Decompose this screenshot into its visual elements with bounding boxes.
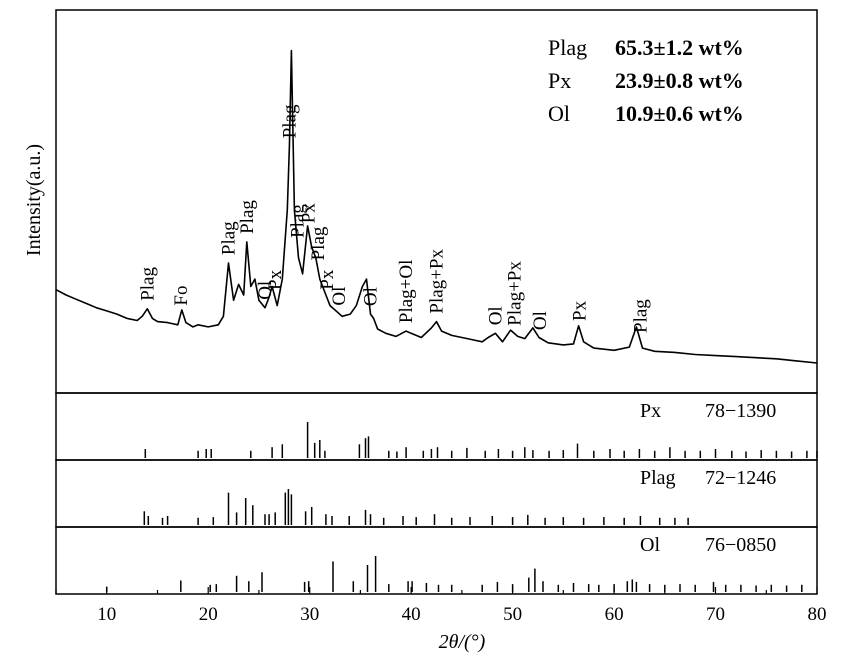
peak-label: Ol (485, 306, 506, 325)
y-axis-label: Intensity(a.u.) (23, 144, 45, 256)
peak-label: Plag (219, 221, 240, 255)
reference-panel-frame (55, 526, 818, 595)
legend-value-1: 65.3±1.2 wt% (615, 35, 744, 60)
reference-panel-px: Px 78−1390 (55, 392, 818, 461)
reference-phase-label: Px (640, 400, 661, 422)
reference-phase-label: Ol (640, 534, 660, 556)
legend-value-3: 10.9±0.6 wt% (615, 101, 744, 126)
x-tick-label: 40 (402, 604, 421, 625)
legend-phase-1: Plag (548, 35, 587, 60)
peak-label: Ol (255, 281, 276, 300)
reference-phase-label: Plag (640, 467, 676, 489)
peak-label: Plag (630, 299, 651, 333)
peak-label: Px (570, 300, 591, 321)
reference-panel-frame (55, 459, 818, 528)
legend-phase-3: Ol (548, 101, 570, 126)
x-axis-label: 2θ/(°) (439, 631, 486, 653)
peak-label: Ol (329, 287, 350, 306)
peak-label: Plag+Px (427, 249, 448, 314)
peak-label: Ol (530, 311, 551, 330)
reference-panel-ol: Ol 76−0850 (55, 526, 818, 595)
reference-panel-frame (55, 392, 818, 461)
peak-label: Px (299, 203, 320, 224)
legend-phase-2: Px (548, 68, 571, 93)
reference-card-label: 76−0850 (705, 534, 776, 556)
peak-label: Plag (288, 204, 309, 238)
legend-value-2: 23.9±0.8 wt% (615, 68, 744, 93)
x-axis: 10 20 30 40 50 60 70 80 (55, 587, 827, 625)
peak-label: Plag (308, 226, 329, 260)
x-tick-label: 50 (503, 604, 522, 625)
x-tick-label: 80 (808, 604, 827, 625)
x-tick-label: 10 (97, 604, 116, 625)
peak-label: Ol (361, 287, 382, 306)
reference-panels: Px 78−1390 Plag 72−1246 Ol 76−0850 (55, 392, 818, 595)
reference-panel-plag: Plag 72−1246 (55, 459, 818, 528)
x-tick-label: 20 (199, 604, 218, 625)
peak-label: Plag (137, 267, 158, 301)
peak-label: Plag+Px (505, 261, 526, 326)
x-tick-label: 30 (300, 604, 319, 625)
x-tick-label: 60 (605, 604, 624, 625)
peak-label: Plag (237, 200, 258, 234)
peak-label: Px (265, 269, 286, 290)
x-tick-label: 70 (706, 604, 725, 625)
peak-label: Plag+Ol (396, 260, 417, 324)
peak-label: Plag (279, 104, 300, 138)
reference-card-label: 78−1390 (705, 400, 776, 422)
peak-label: Fo (171, 286, 192, 306)
reference-card-label: 72−1246 (705, 467, 776, 489)
composition-legend: Plag 65.3±1.2 wt% Px 23.9±0.8 wt% Ol 10.… (548, 35, 744, 126)
peak-label: Px (317, 269, 338, 290)
xrd-pattern-line (55, 49, 818, 364)
